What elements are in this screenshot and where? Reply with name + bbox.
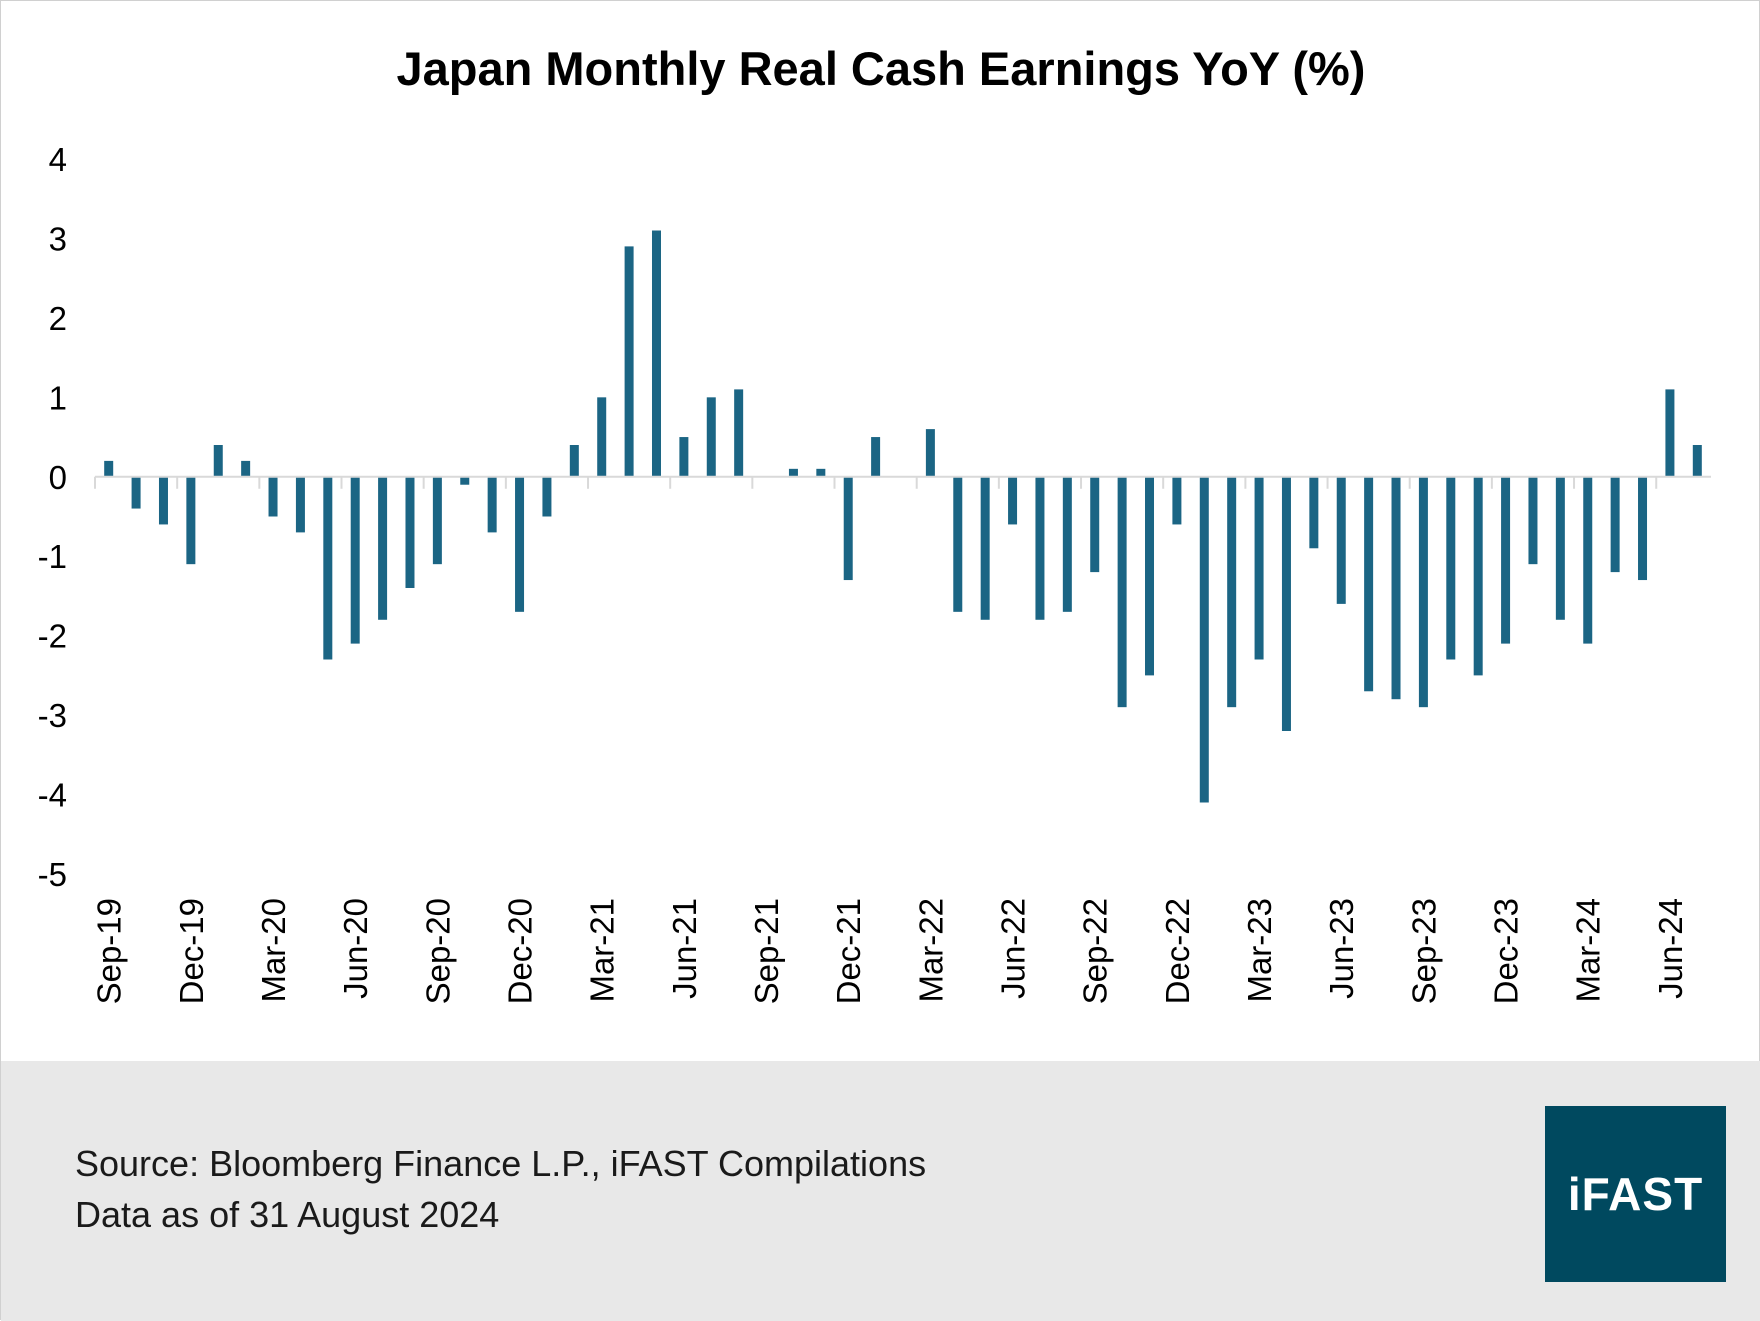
bar xyxy=(104,460,114,477)
x-tick-label: Jun-23 xyxy=(1323,898,1360,999)
bar xyxy=(1309,476,1319,549)
y-tick-label: 2 xyxy=(49,300,67,337)
bar xyxy=(1555,476,1565,620)
bar xyxy=(241,460,251,477)
bar xyxy=(213,445,223,477)
x-tick-label: Jun-21 xyxy=(666,898,703,999)
footer: Source: Bloomberg Finance L.P., iFAST Co… xyxy=(1,1061,1760,1321)
bar xyxy=(515,476,525,612)
x-tick-label: Sep-23 xyxy=(1405,898,1442,1004)
bar xyxy=(1501,476,1511,644)
bar xyxy=(597,397,607,477)
bar xyxy=(1473,476,1483,676)
data-date-note: Data as of 31 August 2024 xyxy=(75,1194,500,1235)
bar xyxy=(788,468,798,477)
x-axis-tick-marks xyxy=(94,476,1658,489)
y-tick-label: -3 xyxy=(38,697,67,734)
bar xyxy=(1199,476,1209,803)
bar xyxy=(295,476,305,533)
x-tick-label: Dec-20 xyxy=(502,898,539,1004)
y-tick-label: 1 xyxy=(49,379,67,416)
bar xyxy=(1638,476,1648,581)
bar xyxy=(323,476,333,660)
x-axis-tick-labels: Sep-19 Dec-19 Mar-20 Jun-20 Sep-20 Dec-20 Mar-… xyxy=(91,898,1689,1004)
bar xyxy=(925,429,935,477)
y-axis-tick-labels: 4 3 2 1 0 -1 -2 -3 -4 -5 xyxy=(38,141,67,893)
bar xyxy=(980,476,990,620)
bar xyxy=(624,246,634,477)
bar xyxy=(1117,476,1127,708)
ifast-logo: iFAST xyxy=(1545,1106,1726,1282)
bar xyxy=(1610,476,1620,573)
bar xyxy=(1583,476,1593,644)
bar xyxy=(1391,476,1401,700)
x-tick-label: Dec-23 xyxy=(1488,898,1525,1004)
bar xyxy=(268,476,278,517)
y-tick-label: -2 xyxy=(38,618,67,655)
bar xyxy=(679,437,689,477)
bar xyxy=(1172,476,1182,525)
bar xyxy=(460,476,470,485)
bar xyxy=(378,476,388,620)
source-note: Source: Bloomberg Finance L.P., iFAST Co… xyxy=(75,1143,927,1184)
bar xyxy=(131,476,141,509)
x-tick-label: Dec-22 xyxy=(1159,898,1196,1004)
bar xyxy=(1035,476,1045,620)
x-tick-label: Jun-20 xyxy=(337,898,374,999)
bar xyxy=(1665,389,1675,477)
x-tick-label: Mar-24 xyxy=(1570,898,1607,1003)
y-tick-label: -1 xyxy=(38,538,67,575)
x-tick-label: Sep-21 xyxy=(748,898,785,1004)
x-tick-label: Jun-22 xyxy=(995,898,1032,999)
x-tick-label: Dec-19 xyxy=(173,898,210,1004)
x-tick-label: Mar-20 xyxy=(255,898,292,1003)
bar xyxy=(432,476,442,565)
bar xyxy=(1446,476,1456,660)
x-tick-label: Dec-21 xyxy=(830,898,867,1004)
bar xyxy=(651,230,661,477)
bar xyxy=(843,476,853,581)
x-tick-label: Mar-23 xyxy=(1241,898,1278,1003)
bar xyxy=(350,476,360,644)
bar xyxy=(405,476,415,588)
bar xyxy=(1008,476,1018,525)
bar xyxy=(1281,476,1291,731)
bar xyxy=(1364,476,1374,692)
x-tick-label: Jun-24 xyxy=(1652,898,1689,999)
bar xyxy=(569,445,579,477)
bar xyxy=(1254,476,1264,660)
bar-chart: 4 3 2 1 0 -1 -2 -3 -4 -5 Sep-19 Dec-19 Mar-20 Jun-20… xyxy=(38,141,1711,1004)
bar xyxy=(186,476,196,565)
bar xyxy=(1090,476,1100,573)
y-tick-label: -4 xyxy=(38,777,67,814)
y-tick-label: 0 xyxy=(49,459,67,496)
chart-title: Japan Monthly Real Cash Earnings YoY (%) xyxy=(396,42,1366,95)
y-tick-label: 4 xyxy=(49,141,67,178)
bar xyxy=(734,389,744,477)
bar xyxy=(871,437,881,477)
bar xyxy=(1145,476,1155,676)
bar xyxy=(706,397,716,477)
bar xyxy=(1528,476,1538,565)
x-tick-label: Sep-19 xyxy=(91,898,128,1004)
x-tick-label: Sep-22 xyxy=(1077,898,1114,1004)
bar xyxy=(953,476,963,612)
bar xyxy=(1062,476,1072,612)
bar xyxy=(1418,476,1428,708)
x-tick-label: Mar-22 xyxy=(912,898,949,1003)
bar xyxy=(487,476,497,533)
y-tick-label: -5 xyxy=(38,856,67,893)
bar xyxy=(1692,445,1702,477)
y-tick-label: 3 xyxy=(49,220,67,257)
bar xyxy=(1227,476,1237,708)
bar xyxy=(816,468,826,477)
bar xyxy=(1336,476,1346,604)
bars xyxy=(104,230,1702,803)
bar xyxy=(158,476,168,525)
bar xyxy=(542,476,552,517)
x-tick-label: Mar-21 xyxy=(584,898,621,1003)
x-tick-label: Sep-20 xyxy=(419,898,456,1004)
